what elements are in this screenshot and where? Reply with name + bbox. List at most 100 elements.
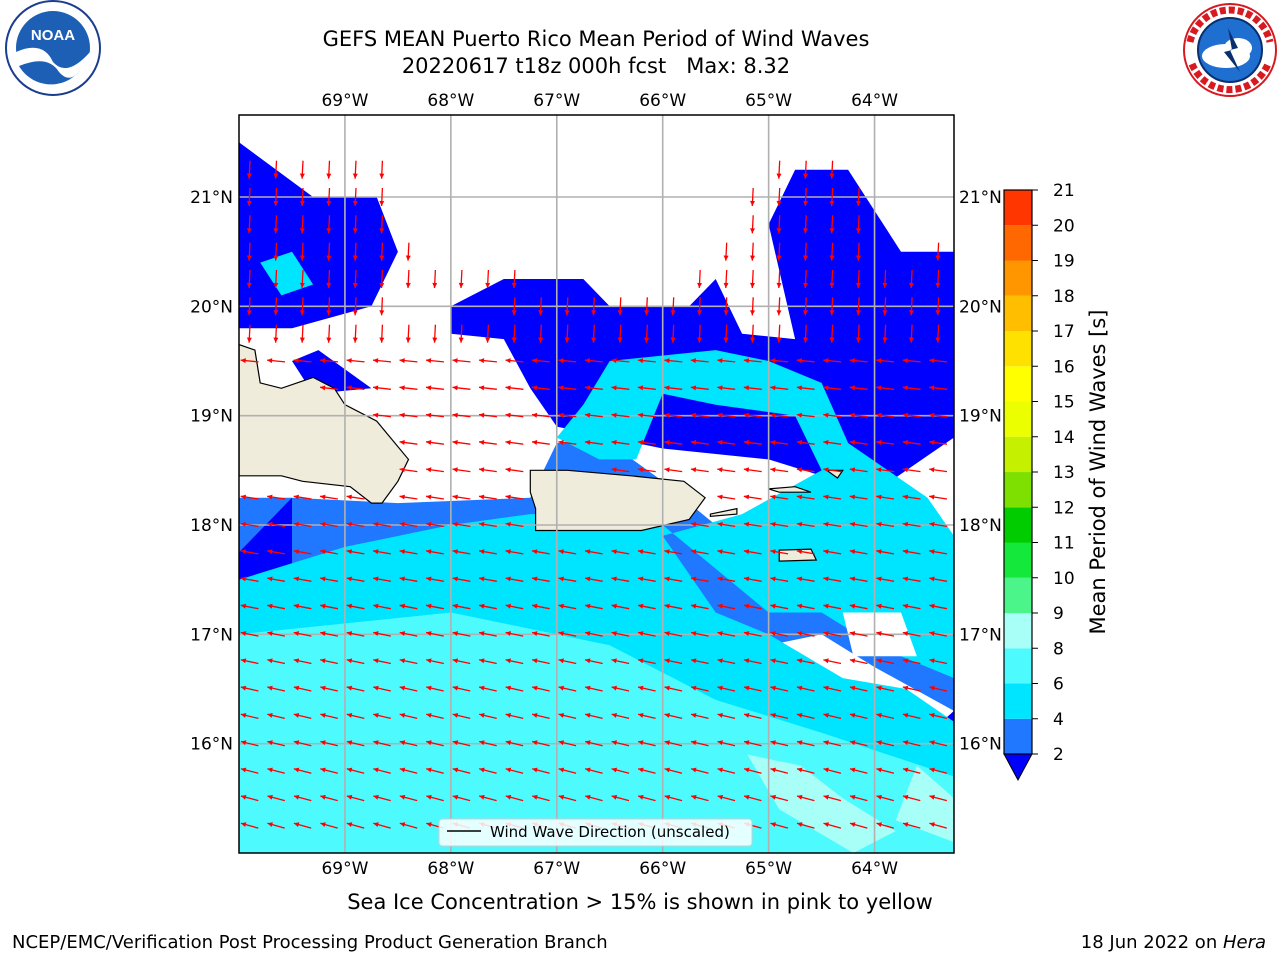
wave-direction-arrow xyxy=(240,603,259,610)
wave-direction-arrow xyxy=(584,603,603,610)
wave-direction-arrow xyxy=(346,494,365,500)
wave-direction-arrow xyxy=(299,187,305,207)
lon-tick-label-top: 67°W xyxy=(533,91,580,111)
wave-direction-arrow xyxy=(240,685,259,692)
wave-direction-arrow xyxy=(584,576,603,582)
wave-direction-arrow xyxy=(478,603,497,610)
wave-direction-arrow xyxy=(637,767,656,774)
wave-direction-arrow xyxy=(770,631,789,637)
wave-direction-arrow xyxy=(399,467,418,473)
lon-tick-label-top: 68°W xyxy=(427,91,474,111)
wave-direction-arrow xyxy=(823,467,842,473)
wave-direction-arrow xyxy=(478,385,497,391)
wave-direction-arrow xyxy=(584,412,603,418)
colorbar-segment xyxy=(1004,401,1032,437)
wave-direction-arrow xyxy=(273,242,279,261)
lon-tick-label-bottom: 66°W xyxy=(639,859,686,879)
wave-direction-arrow xyxy=(770,740,789,747)
wave-direction-arrow xyxy=(425,358,444,364)
wave-direction-arrow xyxy=(690,549,709,555)
wave-direction-arrow xyxy=(320,631,339,637)
wave-direction-arrow xyxy=(373,603,391,610)
wave-direction-arrow xyxy=(697,324,703,343)
wave-direction-arrow xyxy=(293,521,312,528)
wave-direction-arrow xyxy=(478,440,497,445)
wave-direction-arrow xyxy=(399,767,418,774)
wave-direction-arrow xyxy=(246,324,252,343)
lat-tick-label-right: 18°N xyxy=(959,516,1002,536)
wave-direction-arrow xyxy=(505,767,524,774)
wave-direction-arrow xyxy=(823,767,842,774)
wave-direction-arrow xyxy=(770,685,789,692)
wave-direction-arrow xyxy=(856,187,861,207)
wave-direction-arrow xyxy=(452,767,471,774)
wave-direction-arrow xyxy=(902,631,921,637)
wave-direction-arrow xyxy=(803,269,808,289)
wave-direction-arrow xyxy=(876,467,895,473)
wave-direction-arrow xyxy=(299,242,305,261)
wave-direction-arrow xyxy=(664,603,683,610)
wave-direction-arrow xyxy=(617,297,623,316)
wave-direction-arrow xyxy=(399,576,418,582)
wave-direction-arrow xyxy=(717,494,736,500)
wave-direction-arrow xyxy=(717,358,736,364)
wave-direction-arrow xyxy=(346,767,365,774)
wave-direction-arrow xyxy=(452,494,471,500)
wave-direction-arrow xyxy=(478,494,497,500)
wave-direction-arrow xyxy=(929,358,948,364)
wave-direction-arrow xyxy=(876,794,894,802)
wave-direction-arrow xyxy=(849,412,868,418)
wave-direction-arrow xyxy=(426,658,444,665)
wave-direction-arrow xyxy=(849,467,868,473)
wave-direction-arrow xyxy=(856,242,861,261)
wave-direction-arrow xyxy=(902,521,921,528)
wave-direction-arrow xyxy=(823,358,842,364)
wave-direction-arrow xyxy=(690,794,709,802)
wave-direction-arrow xyxy=(558,385,577,391)
wave-direction-arrow xyxy=(505,412,524,418)
wave-direction-arrow xyxy=(346,385,365,391)
wind-wave-direction-arrows xyxy=(240,160,948,829)
wave-direction-arrow xyxy=(584,631,603,637)
wave-direction-arrow xyxy=(511,269,517,289)
wave-period-fill xyxy=(239,142,954,853)
wave-direction-arrow xyxy=(452,603,471,610)
wave-direction-arrow xyxy=(829,160,835,179)
wave-direction-arrow xyxy=(485,269,491,289)
wave-direction-arrow xyxy=(379,242,385,261)
wave-direction-arrow xyxy=(379,160,385,179)
wave-direction-arrow xyxy=(929,440,948,445)
wave-direction-arrow xyxy=(426,794,444,802)
wave-direction-arrow xyxy=(505,440,524,445)
wave-direction-arrow xyxy=(717,549,736,555)
wave-direction-arrow xyxy=(902,494,921,500)
wave-direction-arrow xyxy=(876,576,895,582)
wave-direction-arrow xyxy=(478,467,497,473)
wave-direction-arrow xyxy=(452,631,471,637)
wave-direction-arrow xyxy=(531,412,550,418)
wave-direction-arrow xyxy=(425,412,444,418)
wave-direction-arrow xyxy=(637,603,656,610)
wave-direction-arrow xyxy=(902,467,921,473)
colorbar-tick-label: 21 xyxy=(1053,181,1075,201)
wave-direction-arrow xyxy=(690,631,709,637)
wave-direction-arrow xyxy=(770,658,789,665)
wave-direction-arrow xyxy=(717,521,736,528)
wave-direction-arrow xyxy=(750,324,755,343)
wave-direction-arrow xyxy=(823,603,842,610)
wave-direction-arrow xyxy=(796,521,815,528)
wave-direction-arrow xyxy=(505,603,524,610)
lon-tick-label-bottom: 69°W xyxy=(321,859,368,879)
wave-direction-arrow xyxy=(320,358,339,364)
wave-direction-arrow xyxy=(273,269,279,289)
wave-direction-arrow xyxy=(611,412,630,418)
wave-direction-arrow xyxy=(611,576,630,582)
wave-direction-arrow xyxy=(876,631,895,637)
wave-direction-arrow xyxy=(246,215,252,234)
wave-direction-arrow xyxy=(770,603,789,610)
wave-direction-arrow xyxy=(584,713,603,720)
wave-direction-arrow xyxy=(320,603,339,610)
wave-direction-arrow xyxy=(849,385,868,391)
wave-direction-arrow xyxy=(326,187,332,207)
